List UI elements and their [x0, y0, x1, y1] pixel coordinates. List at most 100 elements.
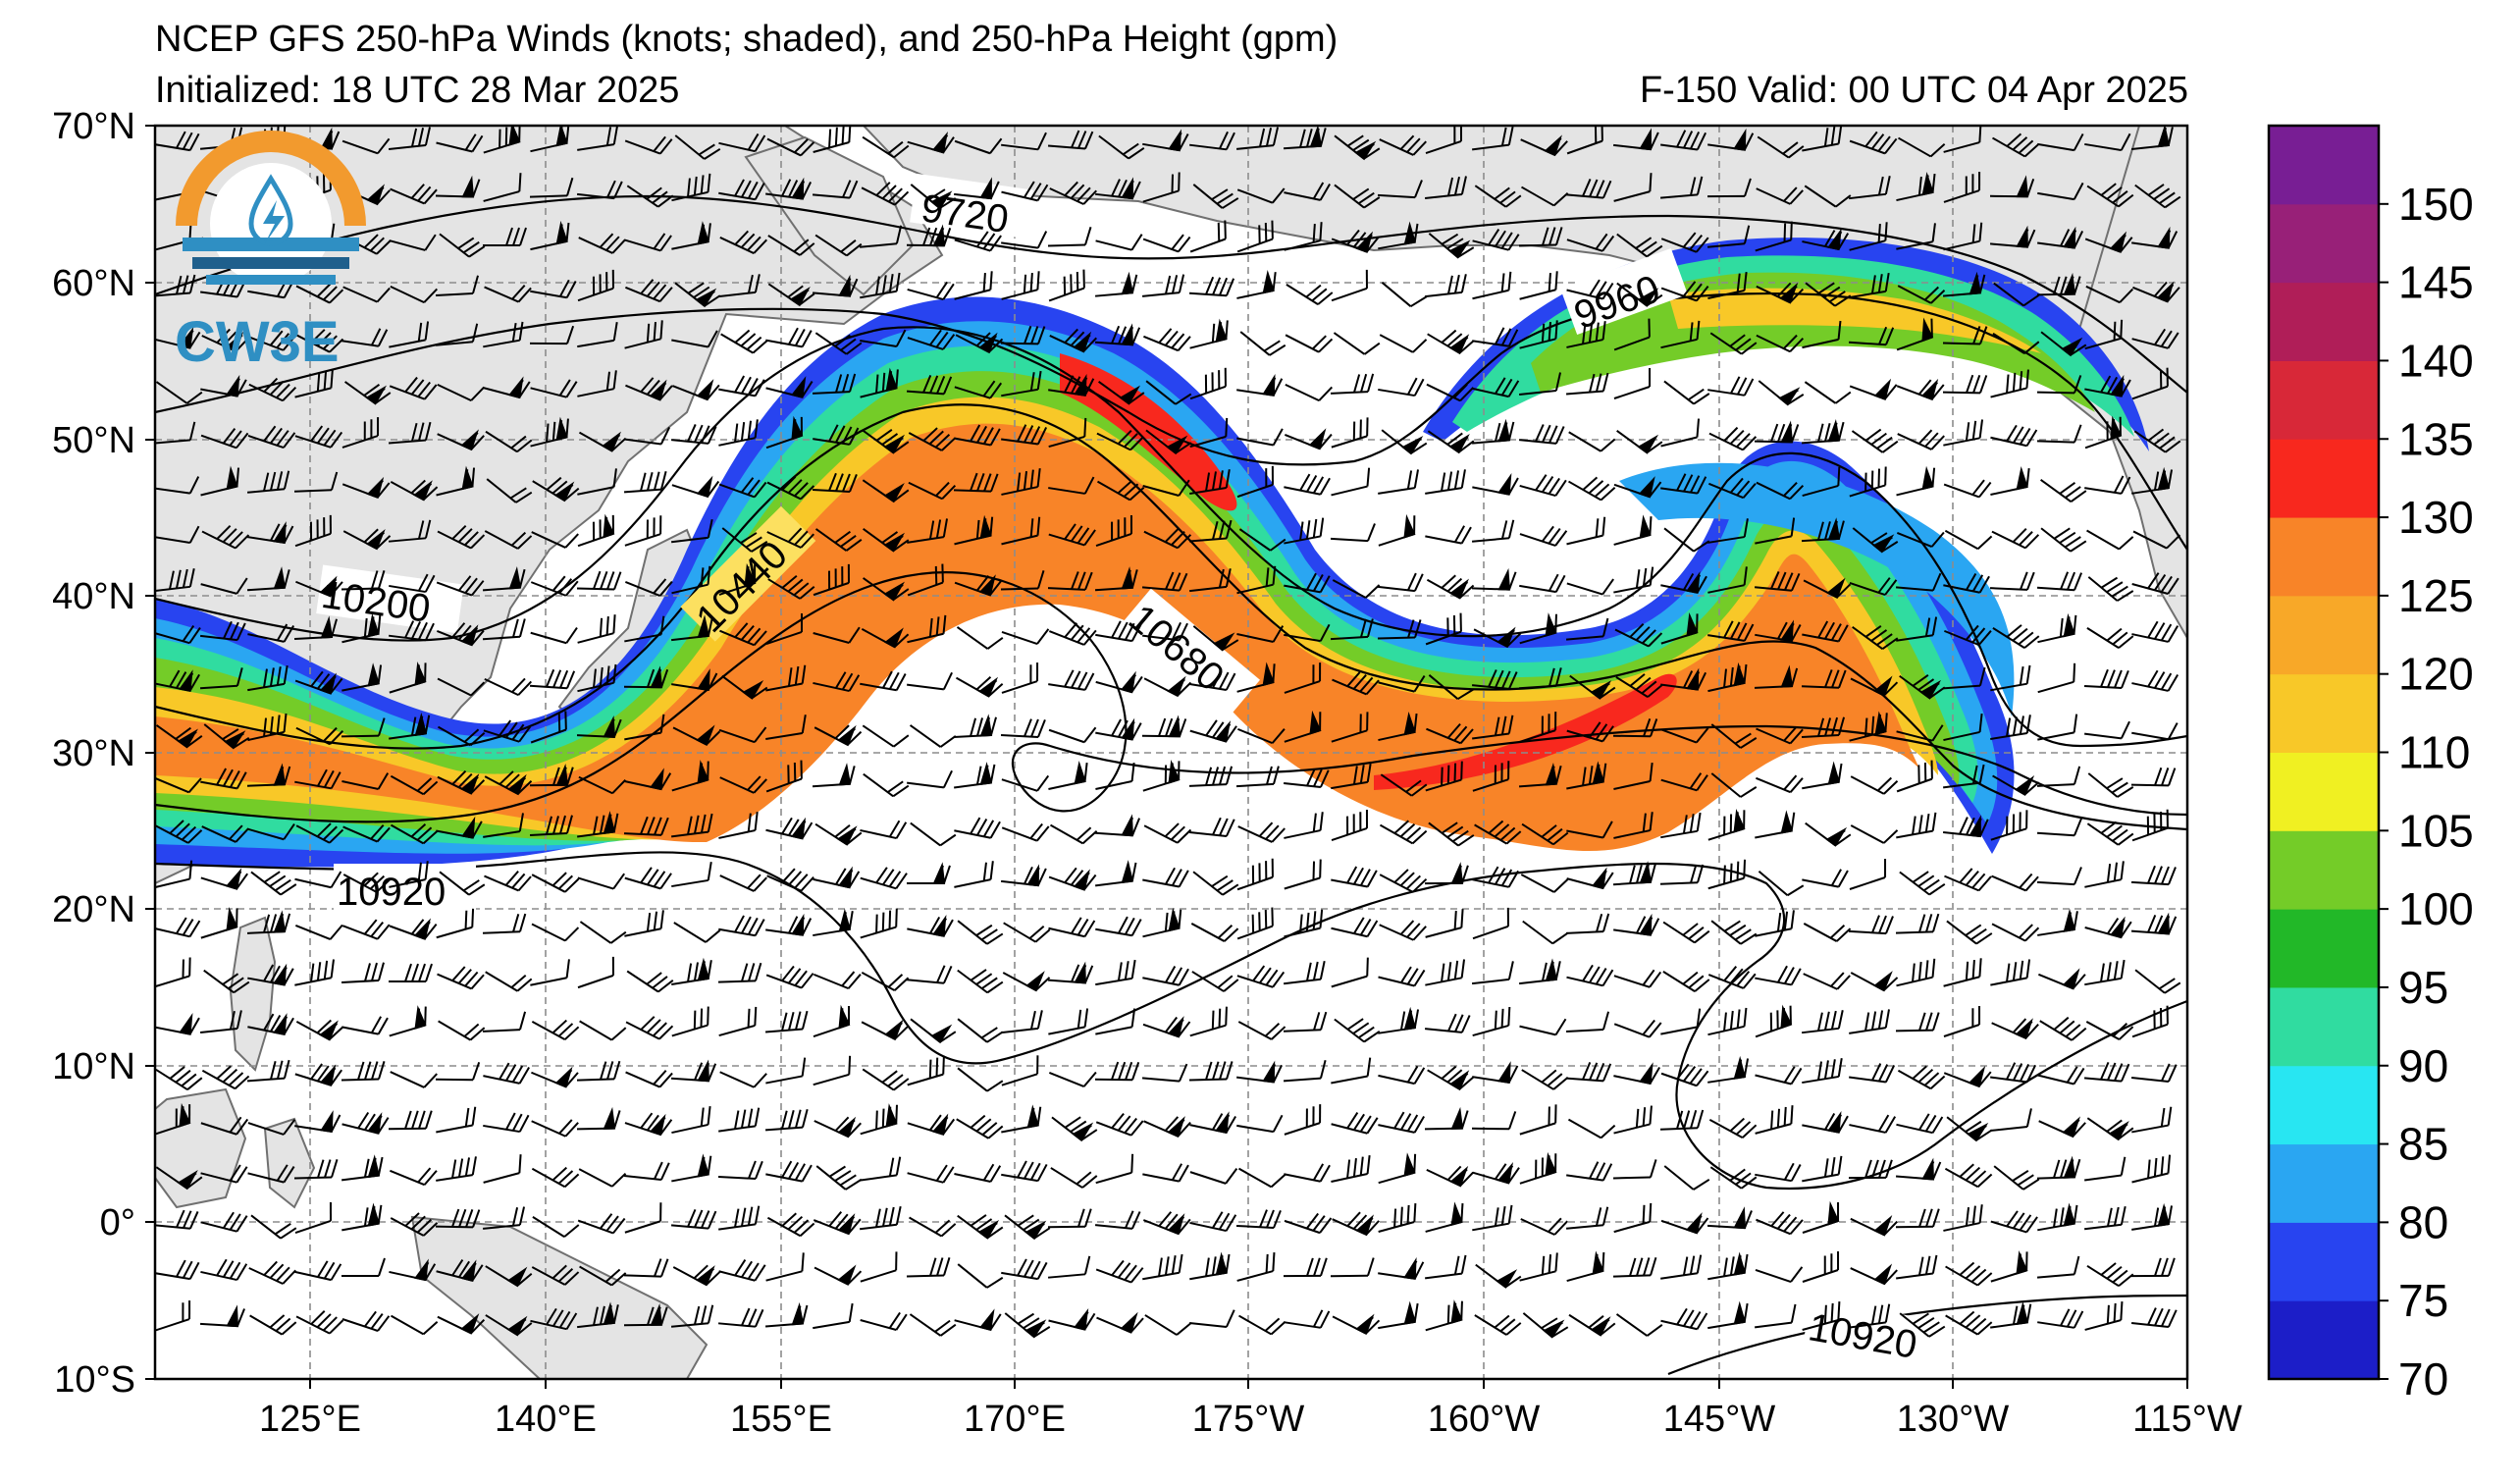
wind-barb [1805, 821, 1852, 847]
wind-barb [860, 329, 907, 347]
wind-barb [1896, 958, 1936, 987]
wind-barb [953, 472, 999, 493]
wind-barb [718, 375, 765, 397]
wind-barb [1565, 179, 1612, 199]
wind-barb [1330, 618, 1374, 641]
colorbar-segment [2269, 986, 2379, 1067]
colorbar-label: 100 [2398, 883, 2474, 934]
wind-barb [155, 917, 201, 938]
wind-barb [2084, 132, 2131, 152]
wind-barb [765, 965, 814, 989]
wind-barb [1428, 674, 1475, 701]
wind-barb [1707, 966, 1757, 989]
wind-barb [1425, 612, 1462, 646]
wind-barb [671, 1105, 711, 1135]
wind-barb [1896, 317, 1934, 351]
wind-barb [1047, 961, 1094, 984]
wind-barb [1284, 960, 1326, 985]
wind-barb [1426, 1165, 1475, 1188]
wind-barb [1286, 284, 1334, 305]
wind-barb [200, 620, 246, 642]
latitude-labels: 70°N 60°N 50°N 40°N 30°N 20°N 10°N 0° 10… [52, 106, 135, 1401]
wind-barb [1851, 428, 1899, 453]
wind-barb [483, 1112, 530, 1134]
wind-barb [341, 612, 382, 644]
wind-barb [1331, 417, 1369, 449]
wind-barb [1048, 622, 1097, 646]
wind-barb [765, 1057, 807, 1085]
wind-barb [1098, 134, 1145, 160]
wind-barb [1236, 428, 1284, 447]
wind-barb [155, 327, 201, 349]
wind-barb [1710, 920, 1758, 945]
wind-barb [859, 225, 903, 248]
wind-barb [625, 279, 673, 303]
colorbar-label: 75 [2398, 1275, 2448, 1326]
wind-barb [1990, 959, 2031, 986]
wind-barb [1425, 909, 1464, 938]
jet-branch-east [1619, 462, 2015, 716]
wind-barb [957, 1018, 1004, 1043]
wind-barb [1143, 1116, 1191, 1139]
wind-barb [954, 231, 1002, 252]
wind-barb [1801, 669, 1847, 689]
wind-barb [1427, 1065, 1475, 1091]
wind-barb [814, 528, 863, 552]
wind-barb [2085, 285, 2134, 304]
colorbar-segment [2269, 360, 2379, 440]
wind-barb [437, 383, 486, 402]
colorbar: 150 145 140 135 130 125 120 110 105 100 95 90 85 80 75… [2267, 124, 2474, 1404]
colorbar-label: 110 [2398, 727, 2470, 778]
wind-barb [1426, 383, 1475, 402]
wind-barb [1754, 664, 1799, 689]
wind-barb [812, 763, 856, 788]
wind-barb [1989, 571, 2035, 591]
wind-barb [530, 220, 570, 251]
wind-barb [155, 525, 200, 544]
wind-barb [860, 272, 901, 299]
wind-barb [625, 1016, 674, 1040]
wind-barb [390, 1167, 438, 1187]
wind-barb [624, 867, 672, 890]
wind-barb [2037, 132, 2084, 152]
wind-barb [530, 379, 578, 398]
wind-barb [624, 578, 673, 597]
new-guinea-land [410, 1215, 709, 1379]
wind-barb [1378, 675, 1426, 693]
wind-barb [1897, 285, 1946, 304]
wind-barb [1049, 181, 1097, 205]
wind-barb [1896, 531, 1945, 548]
wind-barb [342, 286, 391, 303]
wind-barb [1992, 774, 2040, 796]
wind-barb [247, 521, 294, 545]
wind-barb [1991, 923, 2040, 942]
wind-barb [907, 329, 956, 350]
wind-barb [1284, 222, 1323, 251]
wind-barb [155, 625, 201, 645]
wind-barb [1944, 1163, 1993, 1189]
wind-barb [2134, 969, 2181, 994]
wind-barb [1944, 868, 1992, 892]
wind-barb [1991, 873, 2039, 892]
wind-barb [1520, 134, 1568, 157]
wind-barb [2037, 908, 2078, 936]
wind-barb [200, 906, 238, 939]
wind-barb [2039, 1016, 2087, 1041]
wind-barb [1942, 326, 1988, 345]
wind-barb [1381, 282, 1428, 308]
contour-9960 [155, 292, 2187, 551]
wind-barb [1236, 187, 1286, 204]
wind-barb [1710, 772, 1758, 798]
wind-barb [766, 137, 815, 157]
wind-barb [1895, 913, 1940, 934]
colorbar-label: 70 [2398, 1353, 2448, 1404]
wind-barb [1189, 220, 1227, 253]
wind-barb [1141, 571, 1188, 592]
wind-barb [1189, 1168, 1238, 1185]
lat-label: 20°N [52, 889, 135, 930]
wind-barb [1142, 479, 1190, 497]
wind-barb [1756, 186, 1804, 205]
wind-barb [388, 127, 431, 150]
wind-barb [1236, 1060, 1283, 1084]
wind-barb [576, 1106, 621, 1131]
